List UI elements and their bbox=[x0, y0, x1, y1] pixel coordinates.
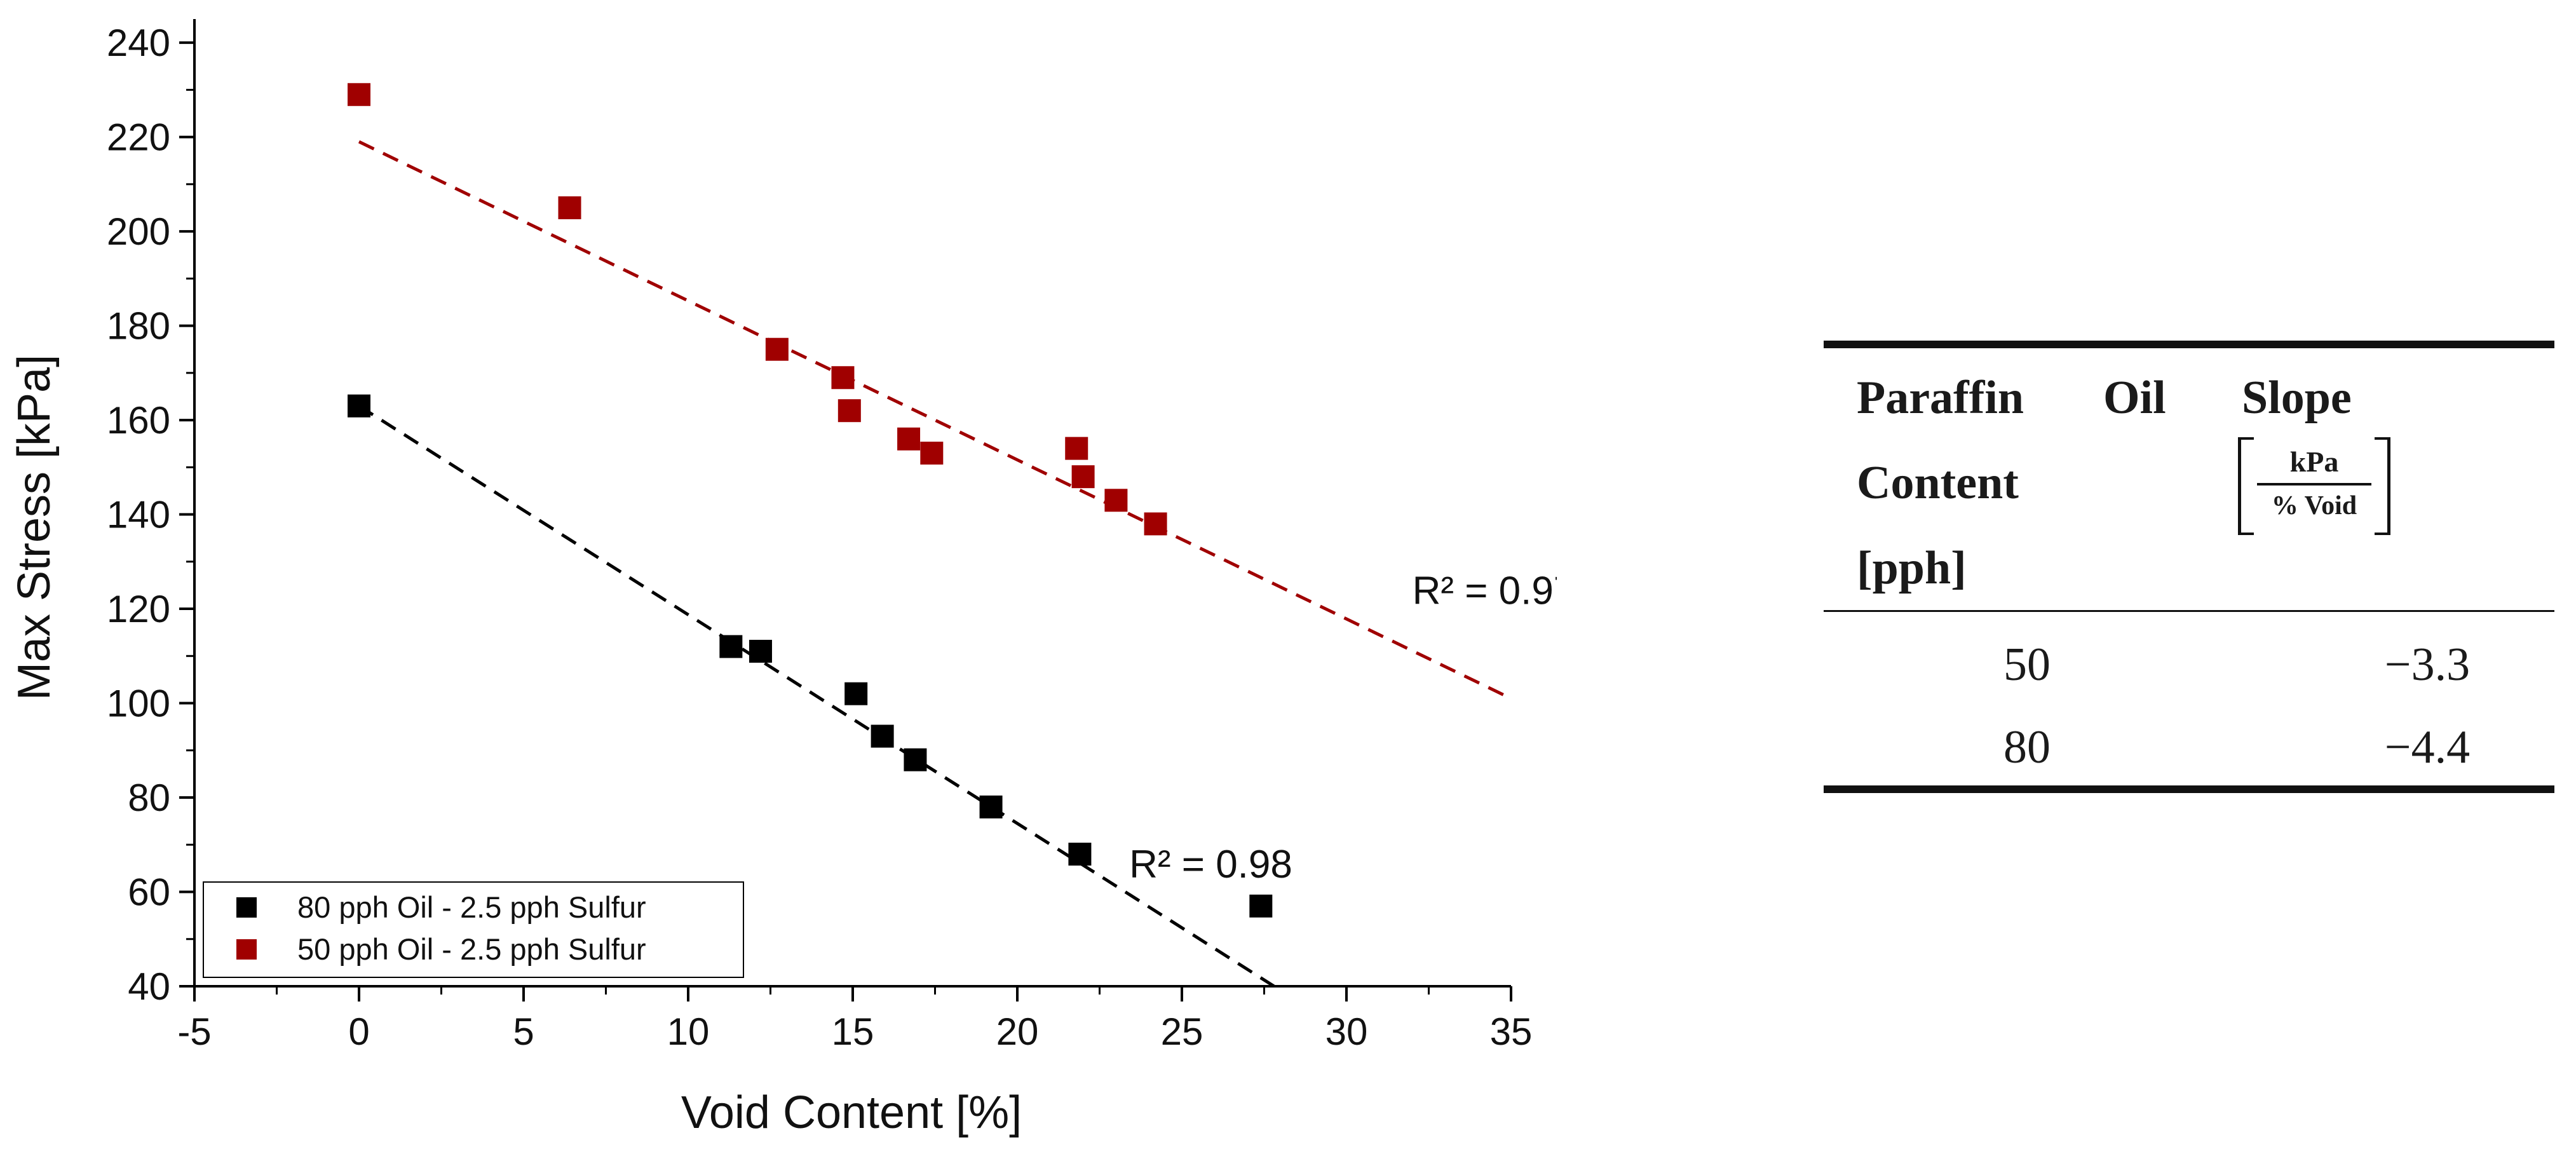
data-point bbox=[765, 337, 789, 361]
y-axis-title: Max Stress [kPa] bbox=[9, 355, 60, 700]
y-tick-label: 120 bbox=[107, 588, 170, 630]
legend-label: 80 pph Oil - 2.5 pph Sulfur bbox=[297, 890, 646, 924]
x-tick-label: 5 bbox=[513, 1010, 534, 1053]
fit-line-series-2 bbox=[358, 140, 1512, 700]
data-point bbox=[871, 724, 894, 748]
y-tick-label: 100 bbox=[107, 682, 170, 725]
r2-labels: R² = 0.98 R² = 0.97 bbox=[1129, 569, 1557, 887]
data-point bbox=[920, 442, 944, 465]
row-2-content: 80 bbox=[2003, 721, 2051, 773]
slope-unit-fraction: kPa % Void bbox=[2238, 437, 2390, 535]
legend-box bbox=[203, 881, 744, 978]
data-point bbox=[348, 83, 370, 106]
data-point bbox=[1249, 894, 1273, 918]
y-tick-label: 60 bbox=[128, 871, 170, 914]
y-tick-label: 80 bbox=[128, 777, 170, 819]
data-point bbox=[904, 748, 927, 771]
unit-numerator: kPa bbox=[2289, 445, 2339, 478]
x-tick-label: 10 bbox=[667, 1010, 710, 1053]
x-axis-title: Void Content [%] bbox=[681, 1087, 1022, 1138]
axes: -5 0 5 10 15 20 25 30 35 40 60 80 100 120 140 160 180 200… bbox=[107, 19, 1532, 1053]
table-mid-rule bbox=[1824, 610, 2554, 612]
y-tick-label: 220 bbox=[107, 116, 170, 159]
data-point bbox=[1065, 437, 1088, 460]
scatter-chart: -5 0 5 10 15 20 25 30 35 40 60 80 100 120 140 160 180 200… bbox=[9, 19, 1557, 1138]
table-bottom-rule bbox=[1824, 785, 2554, 793]
x-tick-label: 35 bbox=[1490, 1010, 1533, 1053]
x-tick-label: 25 bbox=[1161, 1010, 1203, 1053]
fit-line-series-1 bbox=[358, 404, 1275, 988]
legend-marker bbox=[236, 897, 257, 918]
left-bracket bbox=[2238, 437, 2254, 535]
data-point bbox=[1068, 843, 1092, 866]
r2-label: R² = 0.97 bbox=[1413, 569, 1557, 613]
legend-label: 50 pph Oil - 2.5 pph Sulfur bbox=[297, 932, 646, 966]
y-tick-label: 40 bbox=[128, 965, 170, 1008]
data-point bbox=[348, 394, 370, 418]
x-tick-label: -5 bbox=[177, 1010, 211, 1053]
header-content: Content bbox=[1857, 457, 2019, 509]
x-tick-label: 15 bbox=[832, 1010, 874, 1053]
data-point bbox=[837, 399, 861, 423]
y-tick-label: 180 bbox=[107, 305, 170, 348]
data-point bbox=[897, 427, 921, 451]
y-tick-label: 200 bbox=[107, 210, 170, 253]
y-tick-label: 240 bbox=[107, 22, 170, 64]
row-1-content: 50 bbox=[2003, 639, 2051, 691]
legend-marker bbox=[236, 939, 257, 960]
y-tick-label: 160 bbox=[107, 399, 170, 442]
fraction-bar bbox=[2257, 483, 2371, 485]
data-points bbox=[348, 83, 1273, 918]
legend: 80 pph Oil - 2.5 pph Sulfur 50 pph Oil - … bbox=[203, 881, 744, 978]
x-tick-label: 0 bbox=[348, 1010, 369, 1053]
data-point bbox=[979, 795, 1003, 818]
unit-denominator: % Void bbox=[2271, 491, 2357, 520]
table-top-rule bbox=[1824, 341, 2554, 348]
y-tick-label: 140 bbox=[107, 494, 170, 536]
header-slope: Slope bbox=[2242, 372, 2352, 424]
r2-label: R² = 0.98 bbox=[1129, 843, 1292, 886]
data-point bbox=[1144, 512, 1167, 536]
header-oil: Oil bbox=[2103, 372, 2166, 424]
data-point bbox=[831, 366, 855, 390]
row-2-slope: −4.4 bbox=[2384, 721, 2471, 773]
data-point bbox=[558, 196, 581, 219]
data-point bbox=[1104, 489, 1128, 512]
header-pph: [pph] bbox=[1857, 542, 1967, 594]
right-bracket bbox=[2375, 437, 2390, 535]
x-tick-label: 20 bbox=[996, 1010, 1039, 1053]
row-1-slope: −3.3 bbox=[2384, 639, 2471, 691]
data-point bbox=[1071, 465, 1095, 489]
data-point bbox=[844, 682, 868, 705]
x-tick-label: 30 bbox=[1325, 1010, 1368, 1053]
data-point bbox=[749, 639, 772, 663]
fit-lines bbox=[358, 140, 1512, 988]
data-point bbox=[719, 635, 743, 658]
header-paraffin: Paraffin bbox=[1857, 372, 2024, 424]
